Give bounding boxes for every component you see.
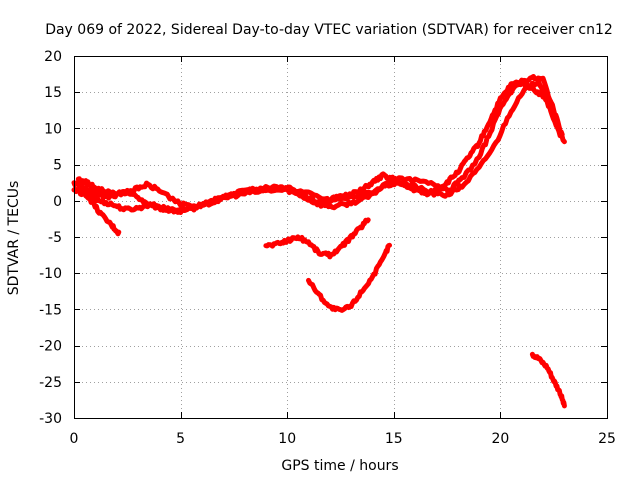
series-lower-arc: [263, 217, 371, 260]
y-tick-label: 15: [44, 85, 62, 101]
series-deep-arc: [306, 242, 392, 313]
y-tick-label: -30: [39, 411, 62, 427]
y-tick-label: 0: [53, 194, 62, 210]
axis-ticks: [74, 56, 608, 419]
data-series: [71, 74, 567, 409]
y-tick-label: 10: [44, 121, 62, 137]
x-tick-label: 20: [491, 431, 509, 447]
y-tick-label: -10: [39, 266, 62, 282]
x-tick-label: 0: [70, 431, 79, 447]
series-early-dip: [77, 183, 122, 237]
x-tick-label: 5: [176, 431, 185, 447]
y-tick-label: 5: [53, 158, 62, 174]
series-main-band-c: [75, 74, 565, 210]
x-axis-label: GPS time / hours: [281, 458, 398, 474]
y-tick-label: -5: [48, 230, 62, 246]
y-axis-label: SDTVAR / TECUs: [6, 181, 22, 296]
x-tick-label: 10: [278, 431, 296, 447]
chart-title: Day 069 of 2022, Sidereal Day-to-day VTE…: [45, 22, 613, 38]
x-tick-label: 15: [385, 431, 403, 447]
series-main-band-b: [71, 79, 563, 213]
y-tick-label: -15: [39, 302, 62, 318]
y-tick-label: 20: [44, 49, 62, 65]
series-late-descent: [529, 351, 567, 409]
x-tick-label: 25: [598, 431, 616, 447]
tick-labels: 0 5 10 15 20 25 -30 -25 -20 -15 -10 -5 0 5 10 15 20: [39, 49, 616, 447]
y-tick-label: -25: [39, 375, 62, 391]
y-tick-label: -20: [39, 339, 62, 355]
